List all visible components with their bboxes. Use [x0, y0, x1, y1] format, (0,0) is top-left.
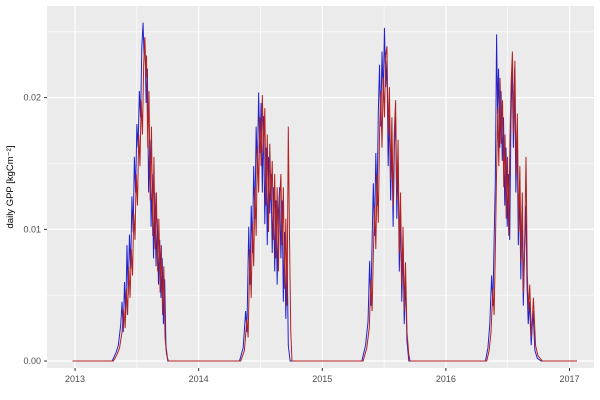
x-tick-label: 2016	[436, 374, 456, 384]
x-tick-label: 2015	[312, 374, 332, 384]
axis-tick-marks	[44, 97, 571, 371]
x-tick-label: 2013	[65, 374, 85, 384]
y-tick-label: 0.00	[23, 356, 41, 366]
x-axis-tick-labels: 2013 2014 2015 2016 2017	[65, 374, 579, 384]
major-gridlines	[47, 6, 594, 368]
y-tick-label: 0.01	[23, 224, 41, 234]
series-lines	[72, 22, 577, 362]
y-axis-title: daily GPP [kgCm⁻²]	[5, 146, 16, 229]
y-axis-tick-labels: 0.00 0.01 0.02	[23, 93, 41, 366]
y-tick-label: 0.02	[23, 93, 41, 103]
x-tick-label: 2017	[560, 374, 580, 384]
series-darkred-line	[72, 37, 577, 362]
x-tick-label: 2014	[189, 374, 209, 384]
